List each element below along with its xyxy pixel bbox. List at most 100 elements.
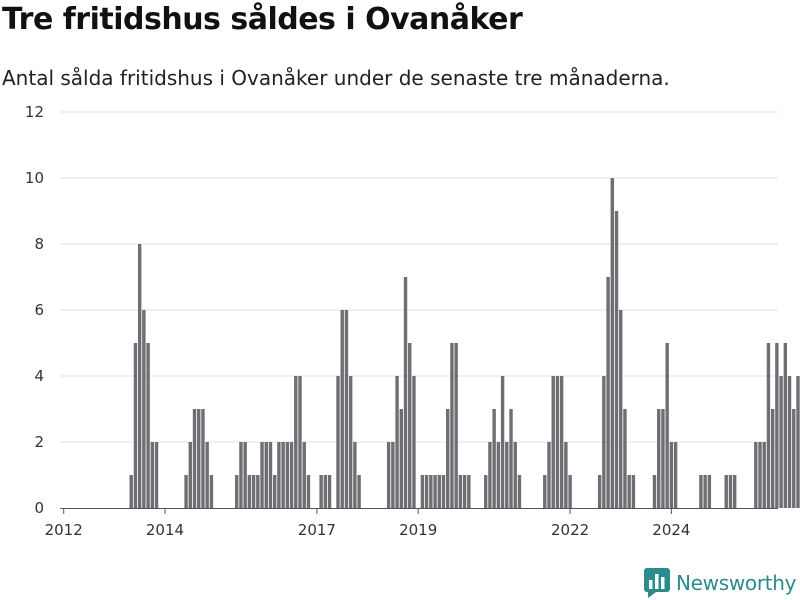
bar — [285, 442, 290, 508]
bar — [235, 475, 239, 508]
bar — [433, 475, 437, 508]
bar — [420, 475, 425, 508]
x-tick-label: 2019 — [399, 521, 437, 539]
bar — [302, 442, 306, 508]
bar — [403, 277, 408, 508]
bar — [264, 442, 268, 508]
bar — [429, 475, 433, 508]
bar — [758, 442, 762, 508]
bar — [454, 343, 458, 508]
bar — [661, 409, 665, 508]
bar — [446, 409, 450, 508]
bar — [792, 409, 796, 508]
y-axis-ticks: 0 2 4 6 8 10 12 — [25, 103, 44, 517]
bar — [412, 376, 416, 508]
bar — [547, 442, 551, 508]
bar — [133, 343, 138, 508]
bar — [568, 475, 572, 508]
x-tick-label: 2017 — [298, 521, 336, 539]
x-tick-label: 2014 — [146, 521, 184, 539]
bar — [517, 475, 522, 508]
bar — [319, 475, 323, 508]
bar — [277, 442, 281, 508]
bar — [665, 343, 669, 508]
bar — [298, 376, 302, 508]
bar — [243, 442, 247, 508]
bar — [142, 310, 146, 508]
bar — [281, 442, 285, 508]
brand-logo[interactable]: Newsworthy — [644, 568, 797, 598]
bar — [201, 409, 205, 508]
bar — [467, 475, 471, 508]
bar — [247, 475, 252, 508]
bar — [707, 475, 712, 508]
bar — [353, 442, 357, 508]
bar — [441, 475, 446, 508]
bar — [391, 442, 395, 508]
bar — [652, 475, 657, 508]
y-tick-label: 0 — [34, 499, 44, 517]
bar — [551, 376, 555, 508]
bar — [150, 442, 155, 508]
bar — [500, 376, 505, 508]
bar — [209, 475, 214, 508]
bar — [399, 409, 403, 508]
bar — [492, 409, 496, 508]
bar — [775, 343, 779, 508]
gridlines — [60, 111, 778, 443]
bar — [188, 442, 192, 508]
bar — [564, 442, 568, 508]
bar — [627, 475, 631, 508]
x-axis-ticks: 2012 2014 2017 2019 2022 2024 — [45, 508, 690, 539]
y-tick-label: 8 — [34, 235, 44, 253]
bar — [703, 475, 707, 508]
bar — [657, 409, 661, 508]
bar — [631, 475, 636, 508]
bar — [327, 475, 332, 508]
bar — [484, 475, 488, 508]
x-tick-label: 2022 — [551, 521, 589, 539]
bar — [787, 376, 792, 508]
bar — [395, 376, 399, 508]
bar — [340, 310, 344, 508]
bar — [673, 442, 678, 508]
bar — [205, 442, 209, 508]
bar — [509, 409, 513, 508]
bar — [602, 376, 606, 508]
bar — [762, 442, 766, 508]
bar — [724, 475, 728, 508]
bar — [408, 343, 412, 508]
bar — [336, 376, 340, 508]
bar — [619, 310, 623, 508]
bar — [239, 442, 243, 508]
bar — [699, 475, 703, 508]
bar — [614, 211, 619, 508]
bar — [496, 442, 501, 508]
y-tick-label: 2 — [34, 433, 44, 451]
bar — [623, 409, 627, 508]
bar — [268, 442, 273, 508]
bar — [251, 475, 256, 508]
bar — [783, 343, 788, 508]
bar — [348, 376, 353, 508]
bar — [543, 475, 547, 508]
bar — [294, 376, 298, 508]
bar — [732, 475, 737, 508]
bar — [669, 442, 674, 508]
bar — [386, 442, 391, 508]
brand-name: Newsworthy — [676, 571, 797, 595]
bar — [256, 475, 260, 508]
bar — [146, 343, 150, 508]
bar — [260, 442, 264, 508]
bar — [610, 178, 614, 508]
chart-subtitle: Antal sålda fritidshus i Ovanåker under … — [2, 66, 670, 90]
bar — [488, 442, 492, 508]
x-tick-label: 2024 — [652, 521, 690, 539]
bar — [289, 442, 294, 508]
y-tick-label: 4 — [34, 367, 44, 385]
y-tick-label: 6 — [34, 301, 44, 319]
bar — [559, 376, 564, 508]
bar — [184, 475, 188, 508]
bar — [597, 475, 602, 508]
